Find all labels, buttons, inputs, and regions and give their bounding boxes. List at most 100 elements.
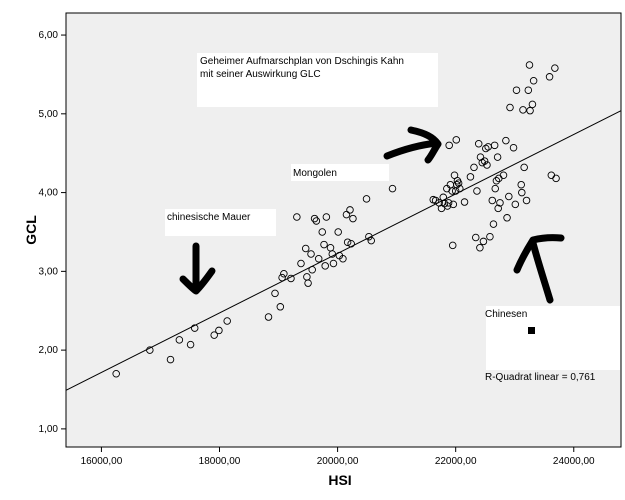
data-point [519, 106, 527, 114]
data-point [496, 199, 504, 207]
data-point [444, 199, 453, 207]
data-point [321, 262, 329, 270]
data-point [445, 141, 453, 150]
data-point [483, 161, 491, 169]
data-point [474, 140, 483, 148]
data-point [502, 136, 510, 145]
data-point [175, 336, 184, 344]
data-point [312, 217, 321, 225]
data-point [511, 200, 520, 209]
data-point [280, 269, 288, 278]
data-point [551, 64, 559, 72]
data-point [310, 214, 319, 223]
data-point [365, 232, 373, 241]
data-point [449, 200, 458, 209]
mongolen-annotation-box [291, 164, 389, 181]
plan-annotation-line2: mit seiner Auswirkung GLC [200, 69, 321, 80]
mauer-annotation-box [165, 209, 276, 236]
data-point [339, 254, 347, 263]
chinesen-annotation-box [486, 306, 620, 370]
data-point [470, 163, 478, 172]
data-point [494, 204, 502, 213]
data-point [215, 326, 223, 335]
data-point [476, 243, 484, 252]
mongolen-annotation: Mongolen [293, 168, 337, 179]
data-point [349, 214, 357, 223]
data-point [388, 184, 397, 193]
data-point [552, 174, 560, 183]
data-point [210, 331, 218, 339]
x-axis: 16000,00 18000,00 20000,00 22000,00 24000,00 [81, 447, 595, 467]
data-point [509, 143, 518, 152]
plan-annotation-box [197, 53, 438, 107]
data-point [334, 228, 342, 236]
data-point [322, 213, 331, 221]
data-point [301, 244, 310, 253]
data-point [545, 73, 554, 81]
chinesen-annotation: Chinesen [485, 309, 527, 320]
data-point [476, 153, 485, 161]
data-point [488, 196, 497, 205]
data-point [329, 259, 338, 268]
data-point [491, 184, 499, 193]
x-axis-title: HSI [328, 472, 351, 488]
data-point [520, 163, 528, 172]
data-point [486, 232, 494, 241]
arrow-to-mongolen [383, 126, 442, 164]
data-point [314, 254, 323, 263]
mauer-annotation: chinesische Mauer [167, 212, 251, 223]
data-point [505, 192, 513, 201]
y-tick-label: 5,00 [39, 109, 59, 120]
data-point [460, 198, 469, 206]
data-point [493, 153, 502, 161]
data-point [499, 171, 508, 180]
arrow-to-mauer [179, 242, 216, 295]
data-point [304, 279, 312, 287]
data-point [271, 289, 279, 298]
data-point [529, 76, 538, 85]
x-tick-label: 24000,00 [553, 456, 595, 467]
data-point [473, 187, 481, 195]
data-point [318, 228, 326, 236]
x-tick-label: 20000,00 [317, 456, 359, 467]
data-point [307, 250, 315, 258]
data-point [297, 259, 305, 268]
data-point [517, 180, 525, 189]
data-point [320, 240, 328, 249]
data-point [452, 136, 461, 144]
data-point [489, 220, 498, 228]
data-point [223, 317, 231, 325]
data-point [166, 355, 175, 364]
data-point [186, 340, 195, 349]
x-tick-label: 22000,00 [435, 456, 477, 467]
y-axis-title: GCL [23, 215, 39, 245]
x-tick-label: 16000,00 [81, 456, 123, 467]
data-point [454, 179, 463, 187]
y-tick-label: 1,00 [39, 424, 59, 435]
data-point [342, 210, 351, 219]
data-point [466, 173, 475, 181]
data-point [503, 214, 511, 222]
y-tick-label: 6,00 [39, 30, 59, 41]
data-point [190, 324, 199, 332]
data-point [526, 106, 534, 115]
y-tick-label: 4,00 [39, 188, 59, 199]
data-point [472, 233, 480, 242]
data-point [146, 346, 154, 354]
data-point [328, 250, 337, 258]
data-point [278, 273, 286, 282]
y-tick-label: 3,00 [39, 266, 59, 277]
data-points [112, 61, 560, 378]
chinesen-marker [528, 327, 535, 334]
data-point [456, 184, 464, 193]
y-tick-label: 2,00 [39, 345, 59, 356]
y-axis: 1,00 2,00 3,00 4,00 5,00 6,00 [39, 30, 66, 435]
data-point [492, 177, 501, 185]
data-point [506, 103, 514, 112]
data-point [478, 158, 487, 167]
data-point [482, 144, 490, 153]
data-point [276, 303, 285, 311]
data-point [480, 157, 489, 165]
data-point [448, 241, 457, 250]
